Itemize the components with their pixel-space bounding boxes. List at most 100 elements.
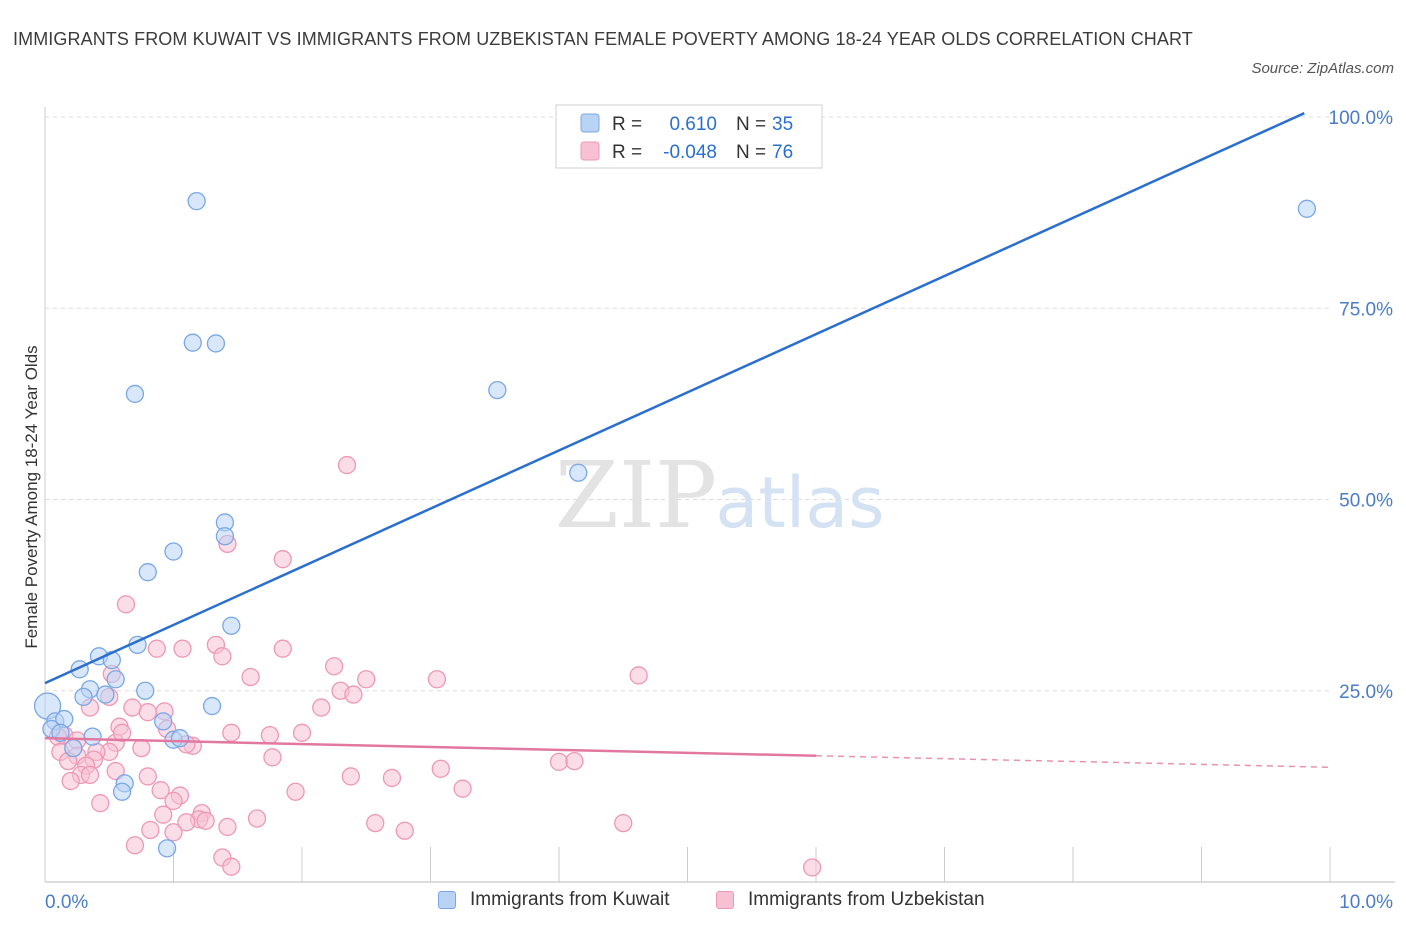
y-tick-label: 25.0% xyxy=(1339,682,1393,703)
point-uzbekistan xyxy=(565,751,584,771)
point-uzbekistan xyxy=(112,723,132,742)
point-uzbekistan xyxy=(141,820,160,840)
point-kuwait xyxy=(112,782,132,801)
point-uzbekistan xyxy=(213,647,232,666)
y-axis-label: Female Poverty Among 18-24 Year Olds xyxy=(22,345,41,648)
stats-n-label-kuwait: N = xyxy=(736,114,766,135)
point-uzbekistan xyxy=(292,723,312,742)
trendline-kuwait xyxy=(44,112,1305,685)
point-kuwait xyxy=(488,380,507,400)
point-uzbekistan xyxy=(222,723,241,742)
trendlines xyxy=(44,112,1331,768)
series-legend: Immigrants from Kuwait Immigrants from U… xyxy=(0,889,1406,915)
point-uzbekistan xyxy=(549,752,569,772)
point-uzbekistan xyxy=(164,823,183,842)
watermark-zip: ZIP xyxy=(555,442,717,549)
y-tick-label: 50.0% xyxy=(1339,491,1393,512)
point-uzbekistan xyxy=(147,639,166,658)
point-uzbekistan xyxy=(132,738,151,758)
point-kuwait xyxy=(64,738,83,758)
point-kuwait xyxy=(154,712,173,731)
point-uzbekistan xyxy=(614,813,633,833)
chart-title: IMMIGRANTS FROM KUWAIT VS IMMIGRANTS FRO… xyxy=(13,29,1193,49)
point-kuwait xyxy=(215,527,235,546)
point-uzbekistan xyxy=(263,748,282,767)
point-uzbekistan xyxy=(395,821,414,840)
point-uzbekistan xyxy=(273,639,292,658)
point-kuwait xyxy=(136,681,155,700)
point-uzbekistan xyxy=(154,805,173,824)
point-kuwait xyxy=(222,616,241,635)
point-uzbekistan xyxy=(357,670,376,689)
point-uzbekistan xyxy=(222,857,241,876)
point-kuwait xyxy=(164,542,183,561)
stats-legend-swatch-kuwait xyxy=(580,113,600,133)
stats-legend-swatch-uzbekistan xyxy=(580,141,600,161)
stats-r-label-kuwait: R = xyxy=(612,114,642,135)
point-uzbekistan xyxy=(80,765,100,785)
point-uzbekistan xyxy=(151,781,170,800)
point-uzbekistan xyxy=(629,666,648,685)
point-uzbekistan xyxy=(173,639,192,658)
legend-label-kuwait: Immigrants from Kuwait xyxy=(470,889,670,910)
point-uzbekistan xyxy=(453,779,472,798)
point-uzbekistan xyxy=(241,667,260,687)
point-uzbekistan xyxy=(802,858,822,877)
point-kuwait xyxy=(83,727,102,746)
point-uzbekistan xyxy=(341,767,360,786)
legend-swatch-kuwait xyxy=(438,891,456,909)
stats-legend-box xyxy=(555,104,823,169)
legend-item-uzbekistan[interactable]: Immigrants from Uzbekistan xyxy=(716,889,985,911)
watermark: ZIP atlas xyxy=(555,442,885,549)
point-uzbekistan xyxy=(116,595,136,614)
point-uzbekistan xyxy=(218,817,237,837)
point-kuwait xyxy=(125,384,145,404)
trendline-uzbekistan-extension xyxy=(815,755,1331,768)
point-kuwait xyxy=(138,563,157,582)
point-kuwait xyxy=(187,191,206,211)
y-tick-label: 75.0% xyxy=(1339,299,1393,320)
trendline-uzbekistan xyxy=(44,736,817,758)
point-kuwait xyxy=(157,839,177,858)
point-uzbekistan xyxy=(138,703,157,722)
tick-labels: 25.0% 50.0% 75.0% 100.0% 0.0% 10.0% xyxy=(45,108,1393,913)
watermark-atlas: atlas xyxy=(715,462,884,544)
point-kuwait xyxy=(183,333,202,352)
point-uzbekistan xyxy=(247,809,267,828)
x-tick-label: 0.0% xyxy=(45,892,88,913)
point-uzbekistan xyxy=(337,455,357,475)
point-uzbekistan xyxy=(164,791,183,811)
point-kuwait xyxy=(96,685,115,704)
stats-n-label-uzbekistan: N = xyxy=(736,142,766,163)
grid xyxy=(45,116,1330,692)
point-kuwait xyxy=(170,729,190,748)
point-uzbekistan xyxy=(312,698,331,717)
point-kuwait xyxy=(51,723,70,742)
point-kuwait xyxy=(206,334,226,353)
stats-n-value-uzbekistan: 76 xyxy=(772,142,793,163)
stats-r-value-kuwait: 0.610 xyxy=(669,114,717,135)
stats-n-value-kuwait: 35 xyxy=(772,114,793,135)
point-uzbekistan xyxy=(431,759,450,778)
point-kuwait xyxy=(202,696,222,716)
point-uzbekistan xyxy=(273,550,292,569)
point-uzbekistan xyxy=(260,725,280,745)
stats-r-value-uzbekistan: -0.048 xyxy=(663,142,717,163)
source-label: Source: ZipAtlas.com xyxy=(1251,60,1394,77)
point-uzbekistan xyxy=(125,836,145,855)
legend-label-uzbekistan: Immigrants from Uzbekistan xyxy=(748,889,985,910)
point-uzbekistan xyxy=(286,782,305,801)
point-uzbekistan xyxy=(123,698,142,717)
x-tick-label: 10.0% xyxy=(1339,892,1393,913)
point-kuwait xyxy=(569,463,588,482)
point-kuwait xyxy=(106,670,125,689)
point-uzbekistan xyxy=(382,768,402,788)
point-kuwait xyxy=(1297,199,1317,218)
point-uzbekistan xyxy=(177,813,196,832)
point-uzbekistan xyxy=(427,670,447,689)
point-uzbekistan xyxy=(324,657,344,676)
point-kuwait xyxy=(74,687,93,707)
legend-item-kuwait[interactable]: Immigrants from Kuwait xyxy=(438,889,670,911)
point-uzbekistan xyxy=(138,767,157,786)
